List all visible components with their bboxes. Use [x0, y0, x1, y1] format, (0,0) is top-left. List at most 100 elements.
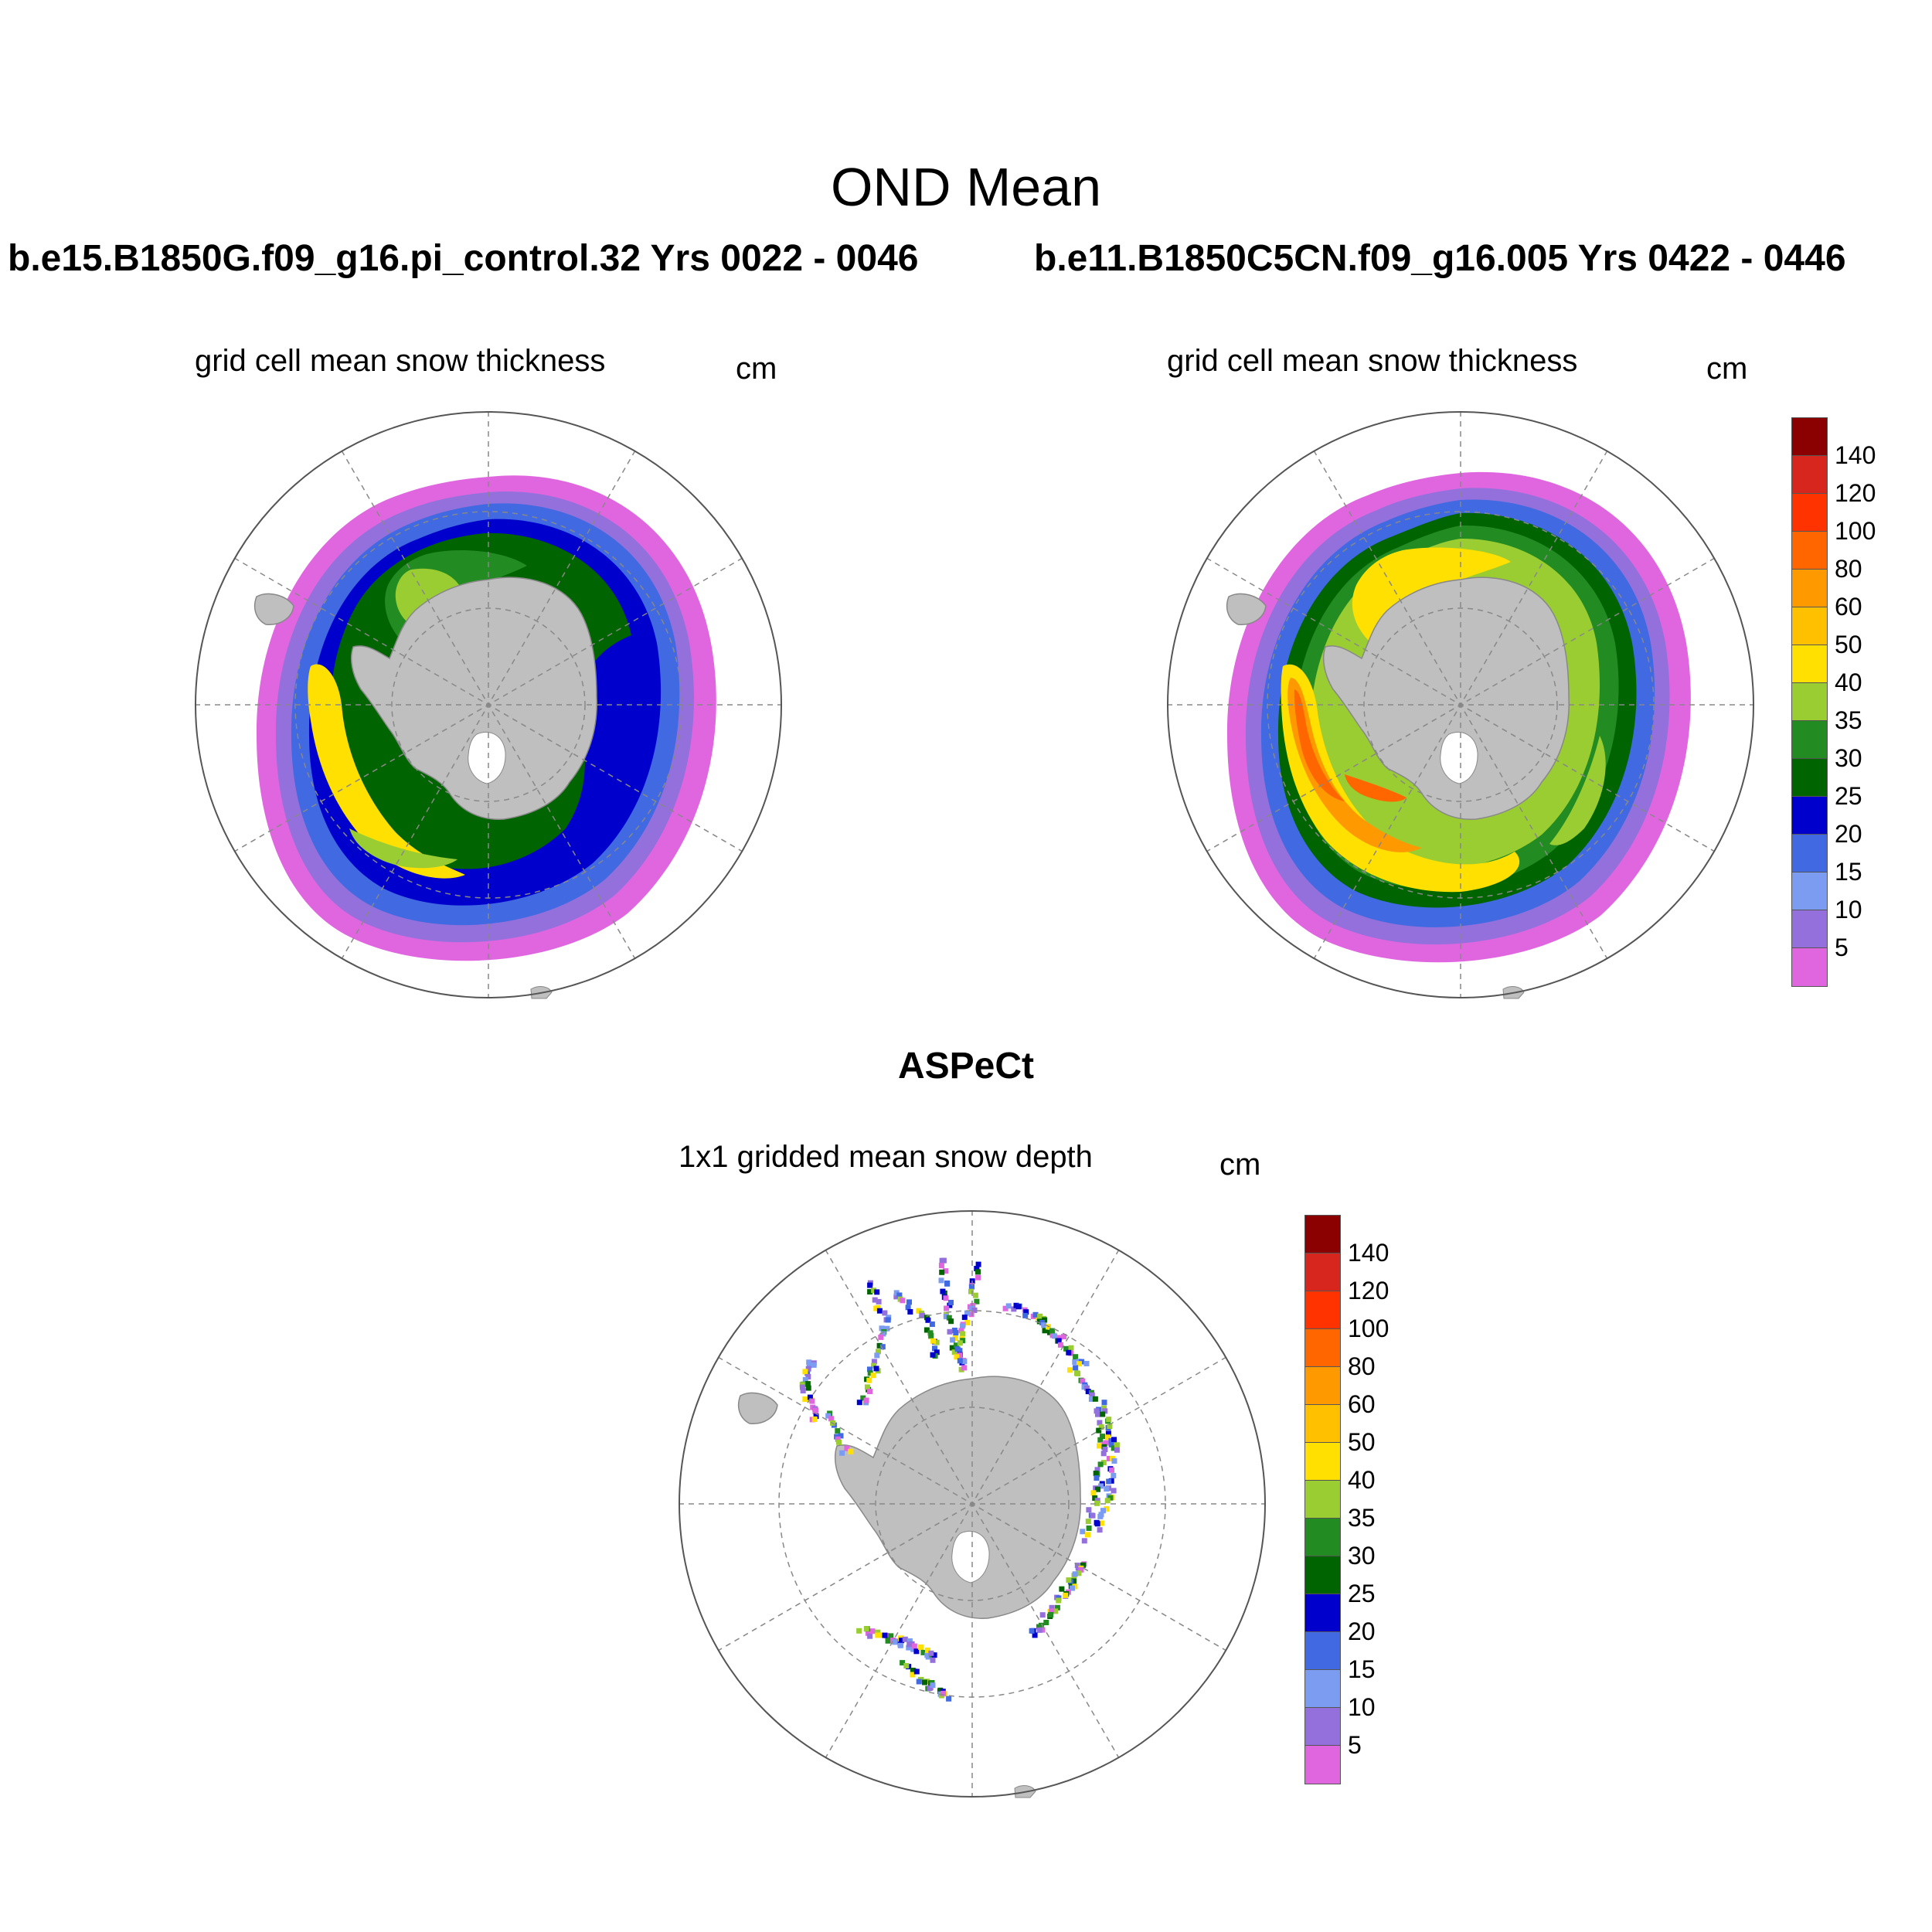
observation-cell	[934, 1349, 940, 1355]
observation-cell	[1098, 1512, 1104, 1518]
observation-cell	[927, 1685, 933, 1692]
colorbar-tick-label: 80	[1835, 555, 1862, 583]
observation-cell	[1114, 1447, 1120, 1453]
observation-cell	[1085, 1519, 1091, 1525]
observation-cell	[1114, 1442, 1120, 1448]
observation-cell	[806, 1359, 812, 1366]
colorbar-swatch	[1791, 872, 1828, 911]
observation-cell	[838, 1433, 844, 1439]
observation-cell	[1111, 1488, 1117, 1494]
observation-cell	[943, 1314, 949, 1320]
observation-cell	[1085, 1389, 1091, 1395]
observation-cell	[839, 1450, 845, 1456]
observation-cell	[1073, 1354, 1079, 1360]
observation-cell	[907, 1309, 913, 1315]
colorbar-swatch	[1791, 758, 1828, 798]
observation-cell	[802, 1396, 808, 1402]
observation-cell	[1088, 1396, 1094, 1402]
observation-cell	[885, 1638, 891, 1644]
observation-cell	[811, 1362, 817, 1368]
observation-cell	[1097, 1443, 1102, 1449]
colorbar-tick-label: 5	[1835, 934, 1849, 961]
observation-cell	[930, 1352, 936, 1358]
observation-cell	[1092, 1396, 1098, 1402]
observation-cell	[940, 1690, 946, 1696]
observation-cell	[806, 1362, 812, 1369]
observation-cell	[938, 1263, 944, 1269]
colorbar-swatch	[1304, 1480, 1341, 1519]
observation-cell	[805, 1366, 811, 1372]
observation-cell	[1011, 1306, 1017, 1312]
observation-cell	[1081, 1538, 1087, 1544]
colorbar-swatch	[1304, 1215, 1341, 1254]
observation-cell	[860, 1395, 866, 1401]
observation-cell	[1068, 1345, 1074, 1351]
observation-cell	[802, 1369, 808, 1375]
colorbar-tick-label: 20	[1835, 820, 1862, 848]
observation-cell	[1070, 1585, 1075, 1591]
ship-track-observations	[799, 1257, 1120, 1702]
observation-cell	[1056, 1338, 1062, 1344]
panel1-case-title: b.e15.B1850G.f09_g16.pi_control.32 Yrs 0…	[8, 238, 919, 279]
observation-cell	[1056, 1597, 1062, 1604]
colorbar-tick-label: 100	[1348, 1315, 1389, 1342]
observation-cell	[906, 1299, 912, 1305]
observation-cell	[1106, 1417, 1112, 1423]
colorbar-tick-label: 15	[1835, 858, 1862, 886]
colorbar-swatch	[1304, 1594, 1341, 1633]
colorbar-tick-label: 15	[1348, 1655, 1376, 1683]
observation-cell	[1043, 1620, 1049, 1625]
observation-cell	[1076, 1570, 1082, 1577]
observation-cell	[1090, 1512, 1096, 1519]
observation-cell	[863, 1397, 869, 1403]
colorbar-swatch	[1791, 720, 1828, 760]
observation-cell	[867, 1389, 872, 1394]
colorbar-swatch	[1304, 1328, 1341, 1368]
panel2-variable-label: grid cell mean snow thickness	[1167, 344, 1578, 378]
observation-cell	[872, 1297, 878, 1303]
observation-cell	[1072, 1571, 1078, 1577]
observation-cell	[1092, 1495, 1098, 1501]
observation-cell	[1053, 1608, 1059, 1614]
antarctica-land	[253, 577, 597, 999]
observation-cell	[913, 1648, 920, 1655]
observation-cell	[874, 1289, 880, 1295]
observation-cell	[1097, 1461, 1104, 1468]
observation-cell	[950, 1337, 956, 1343]
observation-cell	[866, 1377, 872, 1383]
colorbar-swatch	[1304, 1556, 1341, 1595]
observation-cell	[1095, 1486, 1100, 1492]
observation-cell	[876, 1308, 883, 1314]
observation-cell	[1101, 1405, 1107, 1411]
observation-cell	[866, 1630, 871, 1636]
observation-cell	[863, 1626, 869, 1632]
observation-cell	[900, 1298, 906, 1304]
observation-cell	[874, 1352, 880, 1359]
colorbar-swatch	[1304, 1253, 1341, 1292]
observation-cell	[882, 1310, 888, 1316]
colorbar-swatch	[1791, 569, 1828, 608]
observation-cell	[1100, 1434, 1105, 1440]
observation-cell	[1023, 1309, 1029, 1315]
colorbar-tick-label: 50	[1348, 1428, 1376, 1456]
observation-cell	[799, 1384, 805, 1390]
observation-cell	[1107, 1423, 1113, 1429]
observation-cell	[879, 1325, 885, 1332]
colorbar-tick-label: 25	[1835, 782, 1862, 810]
observation-cell	[946, 1696, 952, 1702]
observation-cell	[1083, 1361, 1090, 1366]
observation-cell	[1090, 1490, 1097, 1496]
colorbar-swatch	[1304, 1707, 1341, 1747]
observation-cell	[835, 1436, 841, 1442]
observation-cell	[960, 1331, 966, 1337]
observation-cell	[835, 1428, 841, 1434]
observation-cell	[864, 1384, 870, 1390]
observation-cell	[920, 1312, 926, 1318]
observation-cell	[946, 1315, 952, 1321]
observation-cell	[964, 1310, 970, 1316]
observation-cell	[920, 1649, 927, 1655]
observation-cell	[1104, 1498, 1111, 1504]
observation-cell	[888, 1633, 894, 1639]
observation-cell	[1071, 1578, 1077, 1584]
observation-cell	[848, 1448, 854, 1454]
